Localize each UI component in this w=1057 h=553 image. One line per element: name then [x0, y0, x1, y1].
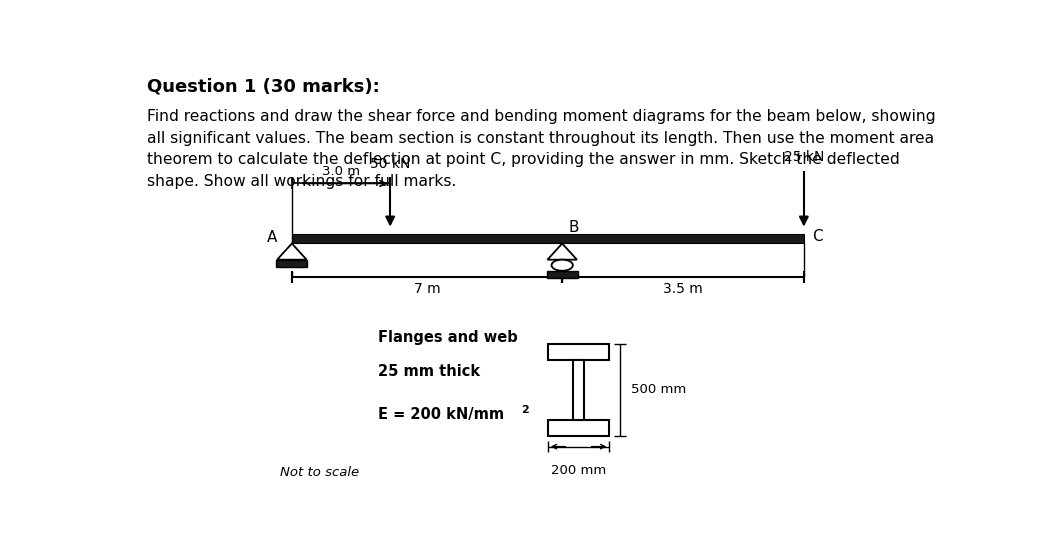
Text: 200 mm: 200 mm — [551, 463, 607, 477]
Text: Flanges and web: Flanges and web — [378, 330, 518, 346]
Polygon shape — [573, 360, 583, 420]
Text: E = 200 kN/mm: E = 200 kN/mm — [378, 407, 504, 422]
Text: 500 mm: 500 mm — [631, 383, 686, 397]
Text: 2: 2 — [521, 405, 528, 415]
Circle shape — [552, 260, 573, 271]
Polygon shape — [548, 420, 609, 436]
Polygon shape — [276, 260, 308, 267]
Text: B: B — [569, 221, 579, 236]
Text: C: C — [812, 229, 822, 244]
Text: 50 kN: 50 kN — [370, 156, 410, 171]
Polygon shape — [292, 234, 804, 243]
Text: Find reactions and draw the shear force and bending moment diagrams for the beam: Find reactions and draw the shear force … — [147, 109, 935, 189]
Polygon shape — [548, 344, 609, 360]
Text: 3.5 m: 3.5 m — [663, 282, 703, 296]
Text: 7 m: 7 m — [413, 282, 441, 296]
Polygon shape — [546, 271, 578, 278]
Polygon shape — [277, 243, 307, 260]
Text: Question 1 (30 marks):: Question 1 (30 marks): — [147, 77, 379, 95]
Text: A: A — [266, 230, 277, 245]
Text: 25 mm thick: 25 mm thick — [378, 364, 480, 379]
Text: 25 kN: 25 kN — [783, 150, 824, 164]
Text: 3.0 m: 3.0 m — [322, 165, 360, 179]
Polygon shape — [548, 243, 577, 260]
Text: Not to scale: Not to scale — [279, 466, 358, 479]
